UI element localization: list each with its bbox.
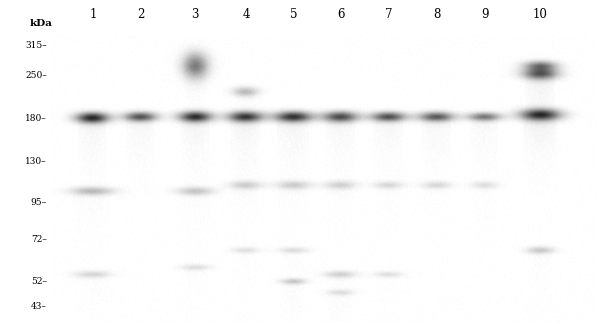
Text: 250–: 250– bbox=[25, 71, 47, 80]
Text: 180–: 180– bbox=[25, 114, 47, 123]
Text: 95–: 95– bbox=[31, 198, 47, 207]
Text: 1: 1 bbox=[89, 8, 97, 22]
Text: 315–: 315– bbox=[25, 41, 47, 50]
Text: 72–: 72– bbox=[31, 234, 47, 243]
Text: 4: 4 bbox=[242, 8, 250, 22]
Text: 8: 8 bbox=[433, 8, 440, 22]
Text: 6: 6 bbox=[337, 8, 344, 22]
Text: 9: 9 bbox=[481, 8, 488, 22]
Text: 5: 5 bbox=[290, 8, 298, 22]
Text: 43–: 43– bbox=[31, 302, 47, 311]
Text: 52–: 52– bbox=[31, 277, 47, 286]
Text: 10: 10 bbox=[533, 8, 547, 22]
Text: 2: 2 bbox=[137, 8, 145, 22]
Text: 130–: 130– bbox=[25, 157, 47, 166]
Text: 7: 7 bbox=[385, 8, 392, 22]
Text: kDa: kDa bbox=[29, 19, 52, 28]
Text: 3: 3 bbox=[191, 8, 199, 22]
